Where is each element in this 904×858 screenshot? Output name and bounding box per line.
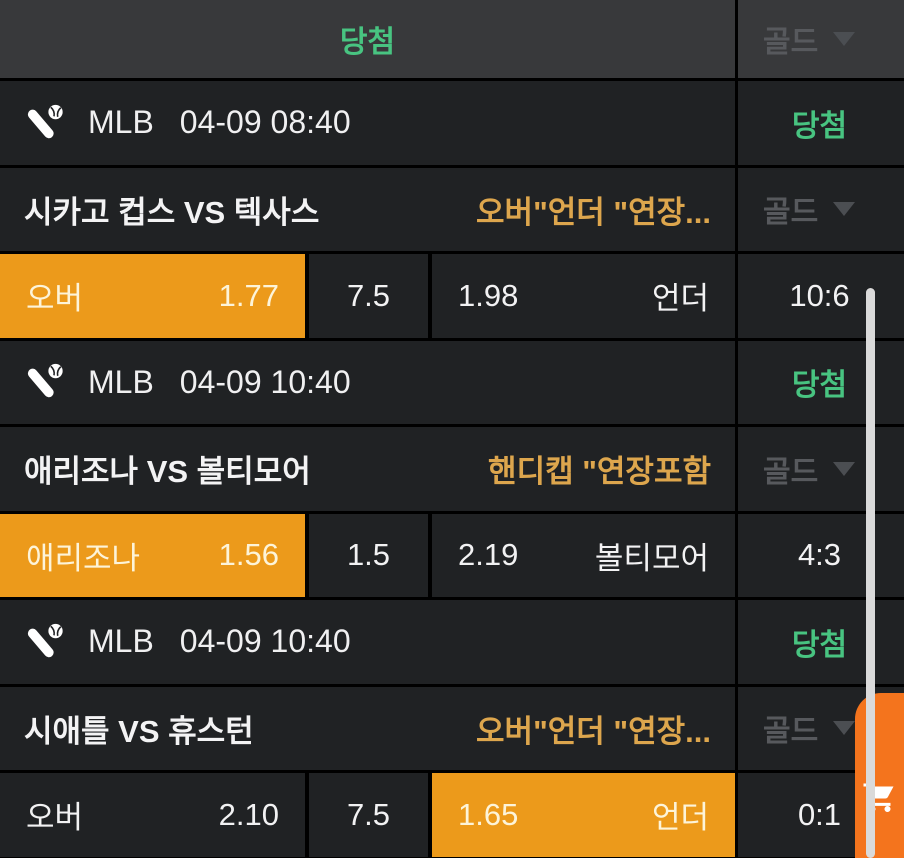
- gold-dropdown-label: 골드: [763, 455, 819, 489]
- game-header-row: MLB 04-09 10:40 당첨: [0, 340, 904, 427]
- odds-cell-right[interactable]: 1.65 언더: [432, 773, 735, 857]
- score-label: 0:1: [797, 796, 842, 832]
- match-row: 시애틀 VS 휴스턴 오버"언더 "연장... 골드: [0, 686, 904, 773]
- chevron-down-icon: [833, 32, 856, 46]
- chevron-down-icon: [833, 721, 856, 736]
- score-cell: 4:3: [738, 514, 901, 598]
- result-cell: 당첨: [738, 341, 901, 425]
- result-cell: 당첨: [738, 81, 901, 165]
- matchup-label: 애리조나 VS 볼티모어: [24, 454, 311, 490]
- game-info: MLB 04-09 08:40: [0, 81, 738, 165]
- baseball-icon: [26, 361, 66, 403]
- gold-dropdown-label: 골드: [763, 196, 819, 230]
- gold-dropdown[interactable]: 골드: [738, 447, 856, 491]
- odds-cell-right[interactable]: 2.19 볼티모어: [432, 514, 735, 598]
- odds-line-cell[interactable]: 1.5: [309, 513, 432, 597]
- league-label: MLB: [88, 363, 154, 400]
- odds-cell-left[interactable]: 오버 2.10: [0, 773, 309, 857]
- result-column-header-cell: 당첨: [0, 0, 738, 78]
- result-column-header: 당첨: [339, 26, 396, 59]
- match-info: 시카고 컵스 VS 텍사스 오버"언더 "연장...: [0, 167, 738, 251]
- odds-row: 애리조나 1.56 1.5 2.19 볼티모어 4:3: [0, 513, 904, 600]
- odds-right-label: 언더: [651, 800, 709, 836]
- score-cell: 10:6: [738, 254, 901, 338]
- odds-right-value: 2.19: [458, 537, 519, 573]
- game-datetime: 04-09 08:40: [179, 104, 351, 141]
- baseball-icon: [26, 621, 66, 663]
- gold-cell: 골드: [738, 427, 901, 511]
- odds-left-label: 오버: [26, 281, 84, 317]
- game-info: MLB 04-09 10:40: [0, 340, 738, 424]
- game-info: MLB 04-09 10:40: [0, 600, 738, 684]
- odds-row: 오버 1.77 7.5 1.98 언더 10:6: [0, 254, 904, 341]
- result-badge: 당첨: [791, 109, 848, 143]
- gold-cell: 골드: [738, 687, 901, 771]
- matchup-label: 시카고 컵스 VS 텍사스: [24, 194, 320, 230]
- gold-dropdown[interactable]: 골드: [738, 706, 856, 750]
- odds-right-label: 볼티모어: [594, 540, 709, 576]
- gold-dropdown[interactable]: 골드: [738, 187, 856, 231]
- odds-line-cell[interactable]: 7.5: [309, 254, 432, 338]
- league-label: MLB: [88, 623, 154, 660]
- gold-column-header-cell: 골드: [738, 0, 901, 78]
- odds-left-value: 1.77: [218, 277, 279, 313]
- result-cell: 당첨: [738, 600, 901, 684]
- odds-row: 오버 2.10 7.5 1.65 언더 0:1: [0, 773, 904, 858]
- odds-cell-left[interactable]: 애리조나 1.56: [0, 513, 309, 597]
- odds-cell-right[interactable]: 1.98 언더: [432, 254, 735, 338]
- match-row: 애리조나 VS 볼티모어 핸디캡 "연장포함 골드: [0, 427, 904, 514]
- result-badge: 당첨: [791, 369, 848, 403]
- game-datetime: 04-09 10:40: [179, 363, 351, 400]
- game-datetime: 04-09 10:40: [179, 623, 351, 660]
- odds-line-value: 7.5: [346, 796, 391, 832]
- result-badge: 당첨: [791, 628, 848, 662]
- odds-left-value: 2.10: [218, 796, 279, 832]
- betslip-cart-button[interactable]: [855, 693, 904, 858]
- odds-left-label: 오버: [26, 800, 84, 836]
- league-label: MLB: [88, 104, 154, 141]
- odds-right-value: 1.65: [458, 796, 519, 832]
- odds-line-cell[interactable]: 7.5: [309, 773, 432, 857]
- odds-cells: 오버 2.10 7.5 1.65 언더: [0, 773, 738, 857]
- match-row: 시카고 컵스 VS 텍사스 오버"언더 "연장... 골드: [0, 167, 904, 254]
- baseball-icon: [26, 102, 66, 144]
- odds-right-value: 1.98: [458, 277, 519, 313]
- gold-cell: 골드: [738, 168, 901, 252]
- odds-left-value: 1.56: [218, 537, 279, 573]
- gold-dropdown[interactable]: 골드: [738, 17, 856, 61]
- odds-right-label: 언더: [651, 281, 709, 317]
- gold-dropdown-label: 골드: [763, 715, 819, 749]
- match-info: 애리조나 VS 볼티모어 핸디캡 "연장포함: [0, 427, 738, 511]
- chevron-down-icon: [833, 461, 856, 476]
- odds-line-value: 1.5: [346, 537, 391, 573]
- score-label: 4:3: [797, 537, 842, 573]
- odds-left-label: 애리조나: [26, 540, 141, 576]
- market-label: 핸디캡 "연장포함: [488, 454, 711, 490]
- game-header-row: MLB 04-09 10:40 당첨: [0, 600, 904, 687]
- odds-cell-left[interactable]: 오버 1.77: [0, 254, 309, 338]
- score-cell: 0:1: [738, 773, 901, 857]
- odds-cells: 오버 1.77 7.5 1.98 언더: [0, 254, 738, 338]
- market-label: 오버"언더 "연장...: [476, 713, 711, 749]
- score-label: 10:6: [789, 277, 850, 313]
- match-info: 시애틀 VS 휴스턴 오버"언더 "연장...: [0, 686, 738, 770]
- chevron-down-icon: [833, 202, 856, 217]
- market-label: 오버"언더 "연장...: [476, 194, 711, 230]
- game-header-row: MLB 04-09 08:40 당첨: [0, 81, 904, 168]
- odds-cells: 애리조나 1.56 1.5 2.19 볼티모어: [0, 513, 738, 598]
- scrollbar-thumb[interactable]: [866, 288, 875, 858]
- list-header-bar: 당첨 골드: [0, 0, 904, 81]
- gold-dropdown-label: 골드: [763, 26, 819, 59]
- odds-line-value: 7.5: [346, 277, 391, 313]
- matchup-label: 시애틀 VS 휴스턴: [24, 713, 254, 749]
